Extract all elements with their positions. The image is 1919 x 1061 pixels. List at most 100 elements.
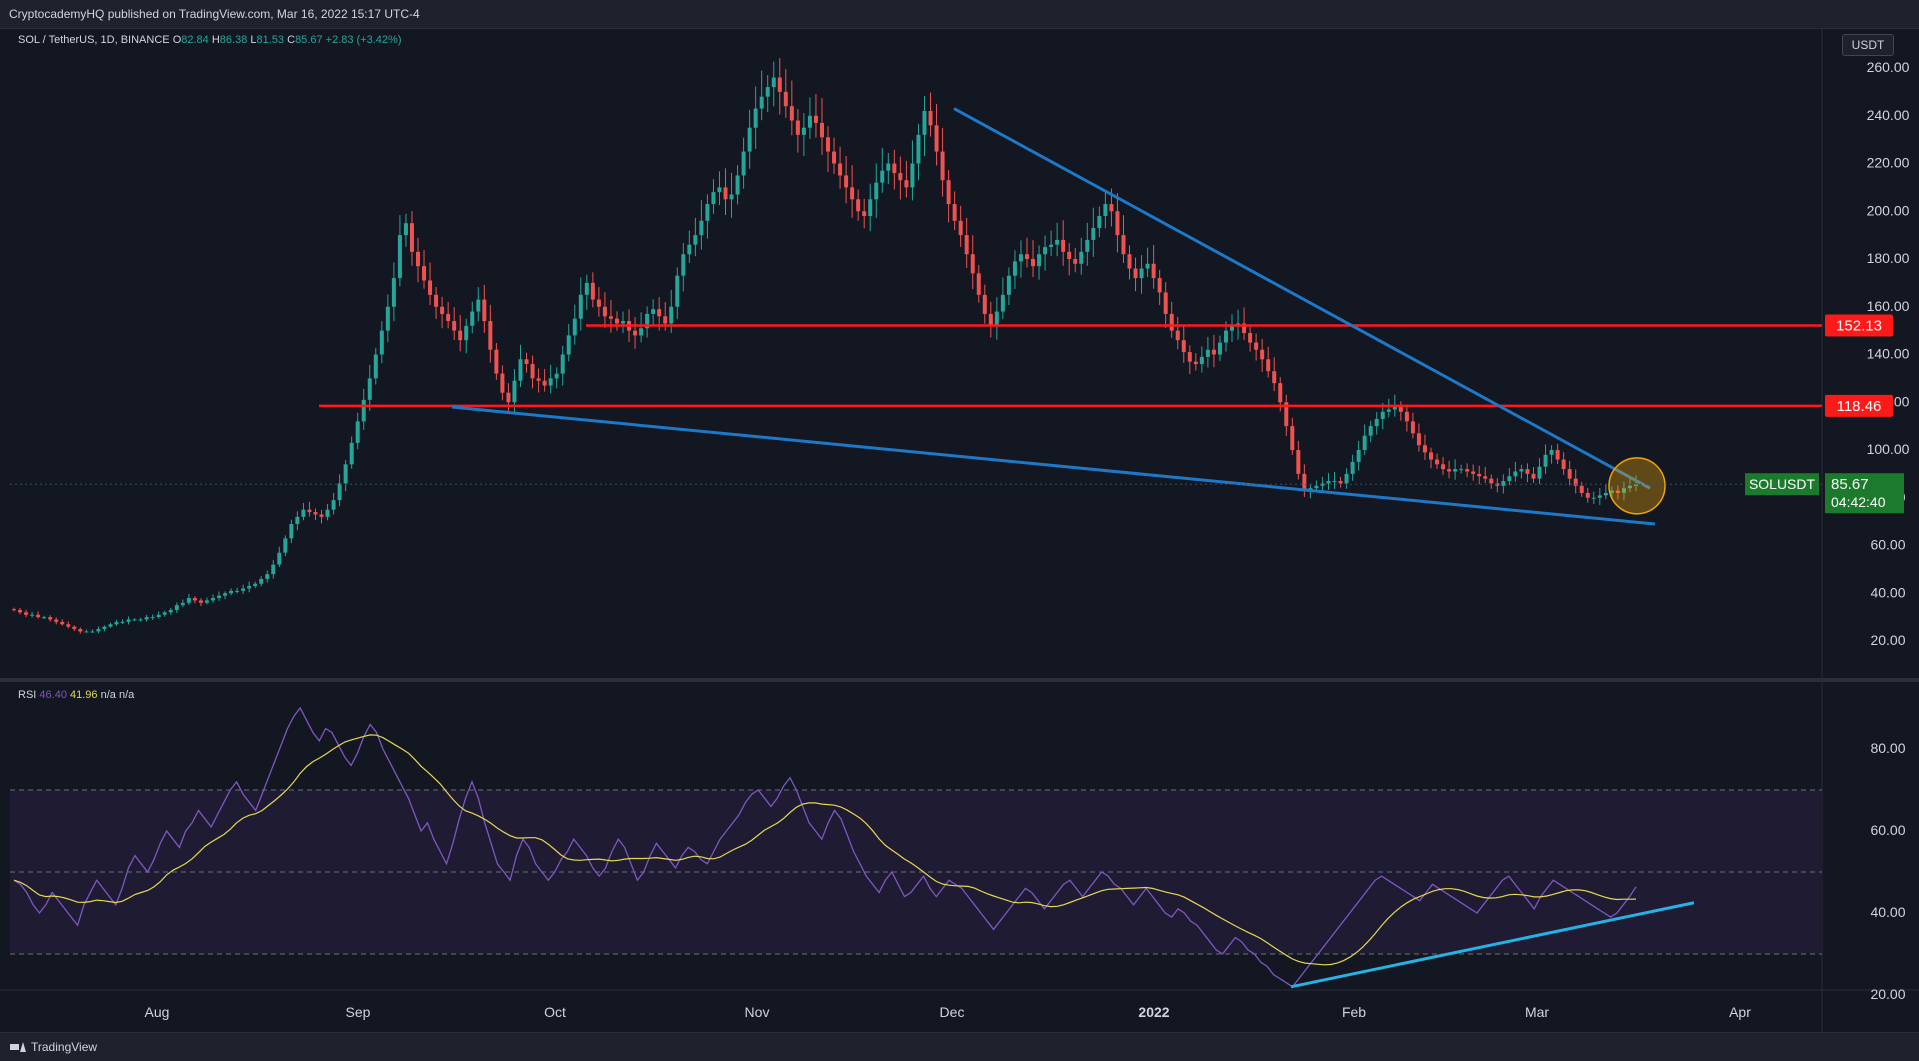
candle-body	[1368, 426, 1373, 436]
candle-body	[307, 509, 312, 513]
candle-body	[1386, 409, 1391, 412]
candle-body	[789, 106, 794, 121]
candle-body	[1272, 371, 1277, 384]
candle-body	[687, 244, 692, 255]
candle-body	[548, 378, 553, 386]
candle-body	[1139, 268, 1144, 279]
candle-body	[536, 378, 541, 381]
candle-body	[1471, 471, 1476, 474]
time-tick-label: Nov	[745, 1004, 770, 1020]
candle-body	[1145, 263, 1150, 269]
candle-body	[1501, 481, 1506, 486]
candle-body	[301, 509, 306, 517]
candle-body	[192, 598, 197, 601]
candle-body	[102, 626, 107, 630]
candle-body	[880, 170, 885, 183]
candle-body	[1326, 481, 1331, 484]
candle-body	[42, 617, 47, 619]
candle-body	[578, 294, 583, 319]
candle-body	[1573, 478, 1578, 486]
candle-body	[982, 294, 987, 314]
candle-body	[964, 235, 969, 255]
price-level-tag-text: 118.46	[1837, 398, 1882, 415]
price-level-tag-bg	[1825, 394, 1893, 417]
candle-body	[1362, 435, 1367, 450]
candle-body	[428, 280, 433, 295]
candle-body	[1489, 478, 1494, 484]
candle-body	[633, 330, 638, 336]
price-tick-label: 40.00	[1870, 584, 1905, 600]
candle-body	[777, 77, 782, 92]
candle-body	[12, 609, 16, 611]
price-level-tag: 152.13	[1825, 314, 1893, 337]
candle-body	[681, 254, 686, 276]
candle-body	[54, 619, 59, 622]
candle-body	[198, 600, 203, 603]
candle-body	[856, 199, 861, 212]
currency-button[interactable]: USDT	[1842, 34, 1894, 56]
candle-body	[1278, 383, 1283, 403]
candle-body	[1344, 473, 1349, 484]
candle-body	[1266, 359, 1271, 372]
price-tick-label: 220.00	[1867, 155, 1910, 171]
candle-body	[1350, 461, 1355, 474]
chart-pane[interactable]: 260.00 240.00 220.00 200.00 180.00 160.00 140.…	[0, 28, 1919, 1032]
time-tick-label: Apr	[1729, 1004, 1751, 1020]
candle-body	[313, 512, 318, 515]
candle-body	[1567, 469, 1572, 479]
candle-body	[970, 254, 975, 274]
candle-body	[1157, 278, 1162, 293]
legend-ohlc-o: O82.84	[172, 34, 209, 46]
candle-body	[1621, 488, 1626, 493]
candle-body	[602, 306, 607, 317]
candle-body	[898, 173, 903, 181]
candle-body	[1175, 330, 1180, 341]
candle-body	[150, 617, 155, 619]
candle-body	[1211, 349, 1216, 355]
candle-body	[30, 614, 35, 616]
price-tick-label: 200.00	[1867, 202, 1910, 218]
candle-body	[874, 182, 879, 200]
candle-body	[590, 282, 595, 300]
candle-body	[367, 378, 372, 400]
candle-body	[108, 624, 113, 627]
candle-body	[325, 509, 330, 517]
candle-body	[988, 313, 993, 326]
candle-body	[1073, 259, 1078, 264]
candle-body	[223, 593, 228, 596]
candle-body	[1441, 464, 1446, 470]
candle-body	[1181, 340, 1186, 353]
candle-body	[168, 609, 173, 613]
candle-body	[645, 313, 650, 329]
candle-body	[1591, 497, 1596, 499]
tradingview-brand: TradingView	[31, 1040, 98, 1054]
candle-body	[174, 605, 179, 610]
candle-body	[446, 313, 451, 322]
candle-body	[1205, 349, 1210, 357]
candle-body	[717, 187, 722, 193]
legend-ohlc-l: L81.53	[250, 34, 285, 46]
candle-body	[331, 500, 336, 510]
candle-body	[476, 299, 481, 312]
price-tick-label: 100.00	[1867, 441, 1910, 457]
footer-bar: TradingView	[0, 1032, 1919, 1061]
time-tick-label: 2022	[1138, 1004, 1169, 1020]
candle-body	[217, 595, 222, 599]
chart-svg[interactable]: 260.00 240.00 220.00 200.00 180.00 160.00 140.…	[0, 28, 1919, 1032]
candle-body	[916, 134, 921, 164]
candle-body	[1133, 268, 1138, 279]
candle-body	[114, 621, 119, 625]
candle-body	[403, 223, 408, 236]
candle-body	[1585, 492, 1590, 498]
candle-body	[1024, 254, 1029, 259]
candle-body	[1537, 466, 1542, 479]
candle-body	[385, 306, 390, 331]
legend-symbol: SOL / TetherUS, 1D, BINANCE	[18, 34, 170, 46]
candle-body	[18, 609, 23, 613]
candle-body	[807, 115, 812, 128]
candles	[12, 57, 1638, 634]
candle-body	[566, 335, 571, 355]
candle-body	[72, 626, 77, 630]
candle-body	[126, 619, 131, 622]
